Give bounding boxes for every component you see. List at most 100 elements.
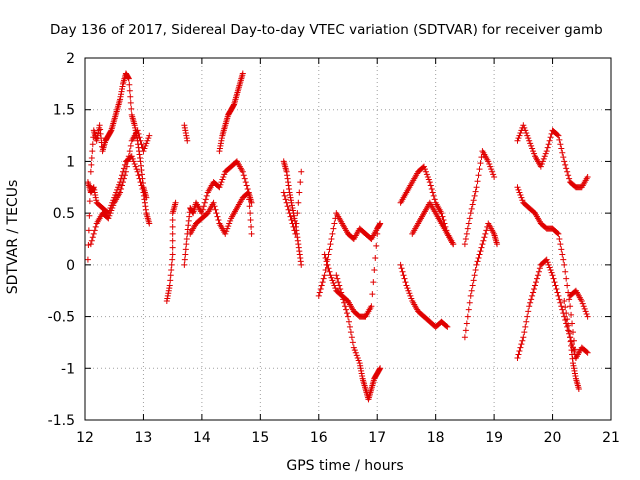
data-point bbox=[540, 155, 547, 162]
data-point bbox=[438, 210, 445, 217]
data-point bbox=[107, 210, 114, 217]
data-point bbox=[134, 127, 141, 134]
plot-frame bbox=[84, 57, 612, 421]
data-point bbox=[565, 327, 572, 334]
data-point bbox=[563, 310, 570, 317]
data-point bbox=[248, 223, 255, 230]
data-point bbox=[282, 196, 289, 203]
data-point bbox=[530, 289, 537, 296]
data-point bbox=[370, 279, 377, 286]
data-point bbox=[86, 198, 93, 205]
data-point bbox=[474, 258, 481, 265]
data-point bbox=[467, 210, 474, 217]
series-sat-j bbox=[280, 168, 305, 237]
data-point bbox=[131, 161, 138, 168]
data-point bbox=[110, 202, 117, 209]
data-point bbox=[240, 172, 247, 179]
data-point bbox=[130, 158, 137, 165]
data-point bbox=[582, 308, 589, 315]
series-sat-r bbox=[461, 148, 498, 248]
data-point bbox=[515, 351, 522, 358]
data-point bbox=[286, 210, 293, 217]
data-point bbox=[247, 210, 254, 217]
data-point bbox=[550, 275, 557, 282]
y-tick-label: -1.5 bbox=[48, 413, 75, 429]
series-sat-w bbox=[567, 287, 591, 320]
data-point bbox=[471, 192, 478, 199]
data-point bbox=[169, 223, 176, 230]
data-point bbox=[201, 199, 208, 206]
data-point bbox=[522, 127, 529, 134]
series-sat-o bbox=[397, 261, 451, 330]
data-point bbox=[557, 141, 564, 148]
data-point bbox=[212, 206, 219, 213]
data-point bbox=[172, 199, 179, 206]
data-point bbox=[566, 296, 573, 303]
data-point bbox=[248, 230, 255, 237]
data-point bbox=[325, 265, 332, 272]
data-point bbox=[519, 197, 526, 204]
data-point bbox=[561, 261, 568, 268]
data-point bbox=[517, 129, 524, 136]
data-point bbox=[321, 272, 328, 279]
data-point bbox=[218, 179, 225, 186]
data-point bbox=[121, 172, 128, 179]
y-tick-label: 0 bbox=[66, 258, 75, 274]
data-point bbox=[297, 179, 304, 186]
data-point bbox=[291, 227, 298, 234]
data-point bbox=[517, 192, 524, 199]
data-point bbox=[476, 166, 483, 173]
data-point bbox=[221, 171, 228, 178]
data-point bbox=[246, 196, 253, 203]
data-point bbox=[543, 148, 550, 155]
data-point bbox=[561, 298, 568, 305]
data-point bbox=[555, 132, 562, 139]
data-point bbox=[216, 184, 223, 191]
data-point bbox=[142, 142, 149, 149]
data-point bbox=[226, 220, 233, 227]
data-point bbox=[105, 215, 112, 222]
data-point bbox=[464, 313, 471, 320]
data-point bbox=[184, 137, 191, 144]
data-point bbox=[166, 282, 173, 289]
data-point bbox=[169, 256, 176, 263]
data-point bbox=[462, 327, 469, 334]
data-point bbox=[471, 272, 478, 279]
data-point bbox=[541, 153, 548, 160]
data-point bbox=[565, 172, 572, 179]
data-point bbox=[463, 230, 470, 237]
data-point bbox=[554, 131, 561, 138]
data-point bbox=[526, 303, 533, 310]
data-point bbox=[535, 268, 542, 275]
data-point bbox=[421, 166, 428, 173]
data-point bbox=[467, 292, 474, 299]
data-point bbox=[528, 296, 535, 303]
series-sat-v bbox=[561, 298, 582, 392]
data-point bbox=[427, 182, 434, 189]
data-point bbox=[521, 329, 528, 336]
data-point bbox=[318, 282, 325, 289]
data-point bbox=[355, 357, 362, 364]
data-point bbox=[532, 282, 539, 289]
data-point bbox=[480, 237, 487, 244]
data-point bbox=[353, 352, 360, 359]
series-sat-b bbox=[84, 153, 153, 227]
data-point bbox=[475, 254, 482, 261]
data-point bbox=[465, 220, 472, 227]
data-point bbox=[581, 305, 588, 312]
data-point bbox=[554, 229, 561, 236]
chart-title: Day 136 of 2017, Sidereal Day-to-day VTE… bbox=[50, 22, 603, 38]
data-point bbox=[91, 227, 98, 234]
data-point bbox=[487, 163, 494, 170]
data-point bbox=[494, 241, 501, 248]
data-point bbox=[469, 201, 476, 208]
data-point bbox=[169, 217, 176, 224]
data-point bbox=[562, 161, 569, 168]
data-point bbox=[329, 277, 336, 284]
data-point bbox=[546, 264, 553, 271]
data-point bbox=[473, 184, 480, 191]
data-point bbox=[181, 256, 188, 263]
data-point bbox=[134, 168, 141, 175]
data-point bbox=[568, 311, 575, 318]
data-point bbox=[145, 135, 152, 142]
